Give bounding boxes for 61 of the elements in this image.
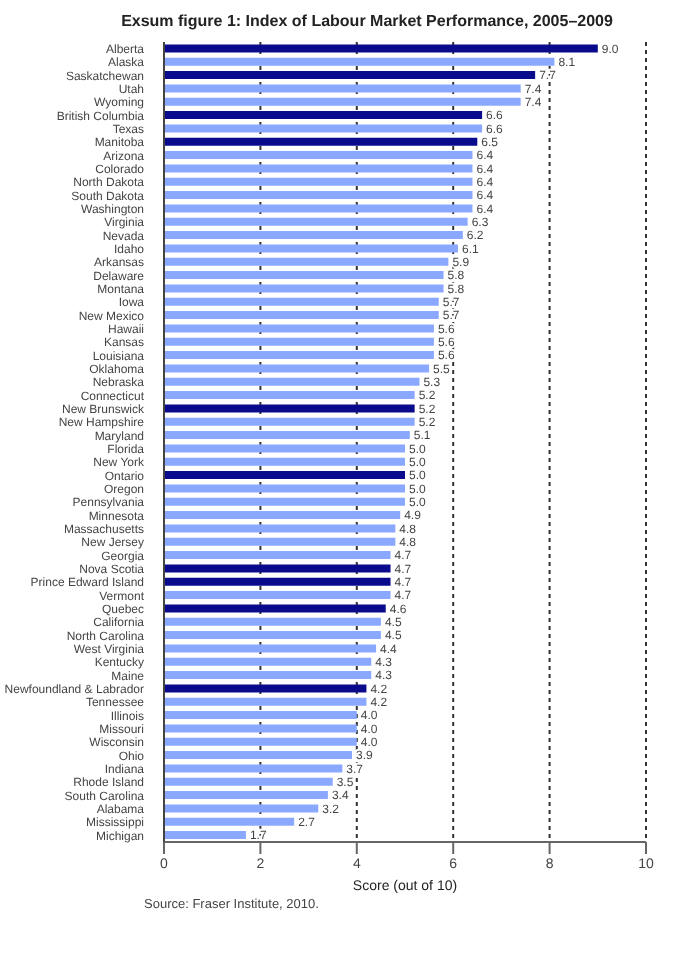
bar (164, 684, 367, 693)
bar (164, 111, 483, 120)
bar (164, 697, 367, 706)
bar (164, 364, 430, 373)
bar (164, 711, 357, 720)
bar (164, 804, 319, 813)
bar (164, 524, 396, 533)
bar (164, 297, 439, 306)
bar (164, 217, 468, 226)
bar (164, 97, 521, 106)
bar (164, 124, 483, 133)
bar (164, 724, 357, 733)
bar (164, 404, 415, 413)
bar (164, 71, 536, 80)
bar (164, 271, 444, 280)
bar (164, 444, 405, 453)
bar (164, 231, 463, 240)
bar (164, 457, 405, 466)
bar (164, 84, 521, 93)
bar (164, 511, 401, 520)
bar (164, 377, 420, 386)
bar (164, 497, 405, 506)
bar (164, 337, 434, 346)
bar (164, 351, 434, 360)
bar (164, 204, 473, 213)
bar (164, 471, 405, 480)
bar (164, 631, 381, 640)
bar (164, 764, 343, 773)
bar (164, 537, 396, 546)
bar (164, 417, 415, 426)
bar (164, 831, 246, 840)
bar (164, 284, 444, 293)
bar (164, 484, 405, 493)
bar (164, 391, 415, 400)
bar (164, 591, 391, 600)
bar (164, 177, 473, 186)
bar (164, 577, 391, 586)
bar (164, 817, 295, 826)
chart-title: Exsum figure 1: Index of Labour Market Performance, 2005–2009 (119, 10, 615, 34)
bar (164, 751, 352, 760)
bar (164, 137, 478, 146)
bar (164, 311, 439, 320)
bar (164, 617, 381, 626)
bar (164, 657, 372, 666)
bar (164, 244, 459, 253)
bar (164, 551, 391, 560)
bar (164, 777, 333, 786)
bar (164, 431, 410, 440)
bar (164, 57, 555, 66)
bar (164, 644, 377, 653)
bar (164, 671, 372, 680)
bar (164, 44, 598, 53)
bar (164, 604, 386, 613)
bar (164, 324, 434, 333)
bar (164, 257, 449, 266)
bar (164, 564, 391, 573)
bar (164, 737, 357, 746)
bar (164, 151, 473, 160)
bar (164, 164, 473, 173)
bar (164, 791, 328, 800)
bar (164, 191, 473, 200)
